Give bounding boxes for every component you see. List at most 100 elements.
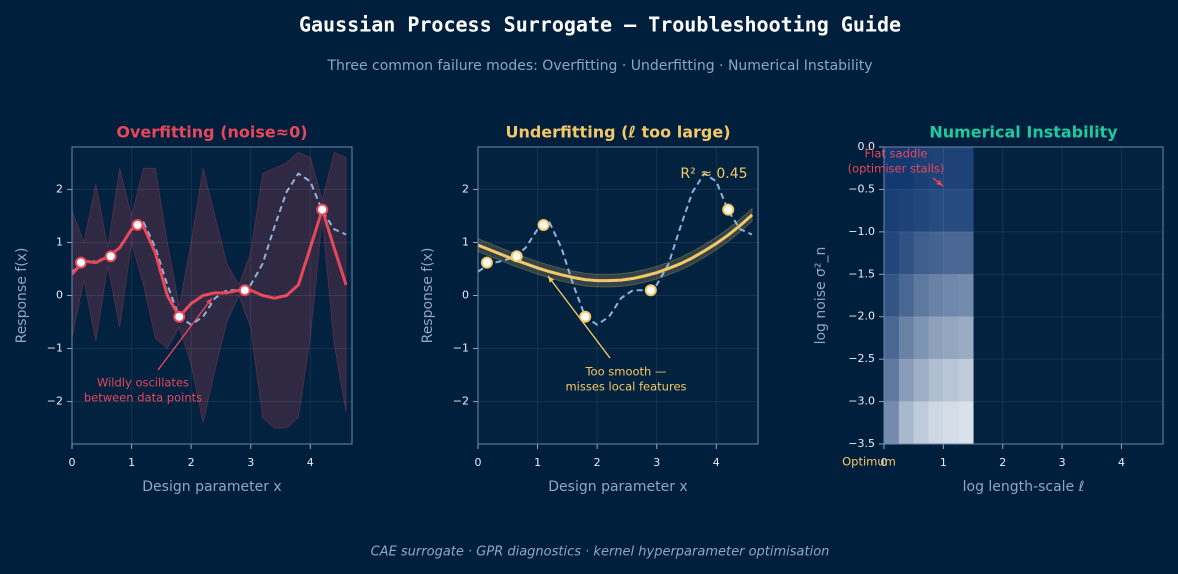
gp-mean <box>478 213 754 283</box>
heatmap-cell <box>884 274 900 318</box>
plot-frame <box>477 146 759 445</box>
plot-area <box>478 147 758 444</box>
heatmap-cell <box>943 316 959 360</box>
data-point <box>131 218 144 231</box>
arrow-head <box>936 179 943 186</box>
y-tick-label: −2.5 <box>848 352 875 365</box>
annotation-arrow <box>547 275 611 359</box>
page-title: Gaussian Process Surrogate — Troubleshoo… <box>299 13 901 37</box>
heatmap-cell <box>928 231 944 275</box>
x-tick-label: 0 <box>69 456 76 469</box>
heatmap-cell <box>898 147 915 190</box>
data-point <box>722 203 735 216</box>
heatmap-cell <box>898 189 915 233</box>
y-tick-label: −3.5 <box>848 437 875 450</box>
heatmap-cell <box>898 274 915 318</box>
heatmap-cell <box>898 231 915 275</box>
data-point <box>74 256 87 269</box>
x-tick-label: 4 <box>1118 456 1125 469</box>
plot-area <box>72 147 352 444</box>
y-tick-label: −2 <box>453 395 469 408</box>
heatmap-cell <box>913 231 930 275</box>
x-tick-label: 4 <box>307 456 314 469</box>
annotation: between data points <box>84 391 202 405</box>
data-point <box>480 256 493 269</box>
heatmap-cell <box>958 274 974 318</box>
y-tick-label: −2.0 <box>848 310 875 323</box>
x-axis-label: Design parameter x <box>548 479 687 495</box>
heatmap-cell <box>913 189 930 233</box>
chart-title: Numerical Instability <box>929 123 1118 142</box>
y-tick-label: 0 <box>56 289 63 302</box>
x-tick-label: 3 <box>653 456 660 469</box>
x-tick-label: 1 <box>940 456 947 469</box>
y-tick-label: 0 <box>462 289 469 302</box>
x-tick-label: 2 <box>188 456 195 469</box>
heatmap-cell <box>913 401 930 444</box>
heatmap-cell <box>898 359 915 403</box>
annotation: Too smooth — <box>584 365 666 379</box>
heatmap-cell <box>913 359 930 403</box>
data-point <box>238 284 251 297</box>
heatmap-cell <box>928 147 944 190</box>
heatmap-cell <box>928 359 944 403</box>
x-tick-label: 0 <box>475 456 482 469</box>
plot-frame <box>71 146 353 445</box>
annotation: misses local features <box>565 380 686 394</box>
heatmap-cell <box>884 316 900 360</box>
heatmap-cell <box>943 401 959 444</box>
heatmap-cell <box>928 401 944 444</box>
data-point <box>104 250 117 263</box>
arrow-head <box>548 276 555 283</box>
heatmap-cell <box>943 231 959 275</box>
x-tick-label: 1 <box>534 456 541 469</box>
panel: 0 1 2 3 4 −2 −1 0 1 2 Overfitting (noise≈0) Design … <box>14 123 353 495</box>
gp-mean <box>72 208 348 319</box>
heatmap-cell <box>958 231 974 275</box>
y-tick-label: −1 <box>453 342 469 355</box>
heatmap-cell <box>928 274 944 318</box>
plot-layer <box>478 172 754 326</box>
data-point <box>316 203 329 216</box>
y-tick-label: 2 <box>56 182 63 195</box>
y-tick-label: 2 <box>462 182 469 195</box>
panel: 0 1 2 3 4 −2 −1 0 1 2 Underfitting (ℓ too large) De… <box>420 123 759 495</box>
data-point <box>510 250 523 263</box>
chart-title: Underfitting (ℓ too large) <box>505 123 730 142</box>
annotation: Optimum <box>842 455 896 469</box>
annotation: Flat saddle <box>865 147 928 161</box>
heatmap-cell <box>884 189 900 233</box>
page-subtitle: Three common failure modes: Overfitting … <box>326 58 872 74</box>
annotation: R² ≈ 0.45 <box>680 166 747 182</box>
heatmap-cell <box>898 401 915 444</box>
annotation: Wildly oscillates <box>97 376 189 390</box>
heatmap-cell <box>884 401 900 444</box>
heatmap-cell <box>943 189 959 233</box>
heatmap-cell <box>913 274 930 318</box>
plot-layer <box>884 147 974 444</box>
y-tick-label: 0.0 <box>858 140 876 153</box>
x-tick-label: 1 <box>128 456 135 469</box>
heatmap-cell <box>884 231 900 275</box>
heatmap-cell <box>958 147 974 190</box>
y-tick-label: 1 <box>56 235 63 248</box>
x-axis-label: log length-scale ℓ <box>963 479 1085 495</box>
y-tick-label: 1 <box>462 235 469 248</box>
y-axis-label: Response f(x) <box>14 248 30 344</box>
heatmap-cell <box>928 316 944 360</box>
heatmap-cell <box>913 147 930 190</box>
heatmap-cell <box>943 274 959 318</box>
x-tick-label: 2 <box>999 456 1006 469</box>
plot-frame <box>883 146 1164 445</box>
panel: 0 1 2 3 4 −3.5 −3.0 −2.5 −2.0 −1.5 −1.0 −0.5 0.0 Nume… <box>813 123 1164 495</box>
x-axis-label: Design parameter x <box>142 479 281 495</box>
heatmap-cell <box>943 147 959 190</box>
y-tick-label: −3.0 <box>848 395 875 408</box>
annotation: (optimiser stalls) <box>848 162 945 176</box>
heatmap-cell <box>898 316 915 360</box>
y-tick-label: −1 <box>47 342 63 355</box>
x-tick-label: 3 <box>247 456 254 469</box>
confidence-band <box>478 207 753 288</box>
